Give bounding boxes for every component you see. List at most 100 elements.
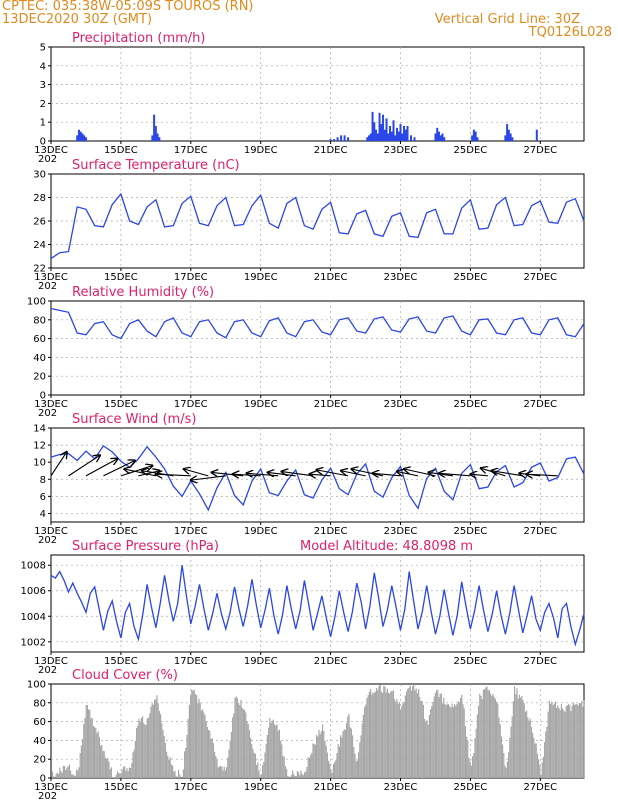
precip-bar <box>399 124 402 141</box>
precip-bar <box>441 133 444 141</box>
cloud-bar <box>187 718 189 778</box>
precip-bar <box>380 124 383 141</box>
cloud-bar <box>226 767 228 778</box>
cloud-ytick-label: 100 <box>27 680 46 691</box>
cloud-bar <box>84 717 86 778</box>
cloud-bar <box>133 749 135 778</box>
cloud-bar <box>162 730 164 778</box>
humidity-xtick-label: 21DEC <box>314 399 348 410</box>
precip-bar <box>343 135 346 141</box>
cloud-bar <box>120 773 122 778</box>
pressure-xtick-label: 15DEC <box>104 656 138 667</box>
cloud-bar <box>190 695 192 778</box>
cloud-bar <box>167 755 169 778</box>
cloud-bar <box>348 713 350 778</box>
cloud-bar <box>378 685 380 778</box>
cloud-bar <box>541 762 543 778</box>
cloud-bar <box>271 720 273 778</box>
cloud-bar <box>199 702 201 778</box>
cloud-bar <box>491 695 493 778</box>
precip-bar <box>154 125 157 141</box>
temperature-ytick-label: 26 <box>33 217 46 228</box>
wind-xtick-label: 19DEC <box>244 526 278 537</box>
cloud-bar <box>280 740 282 778</box>
cloud-bar <box>66 767 68 778</box>
cloud-bar <box>320 731 322 778</box>
temperature-panel: 13DEC 15DEC 17DEC 19DEC 21DEC 23DEC 25DEC 27DEC… <box>33 158 585 292</box>
cloud-bar <box>222 770 224 778</box>
cloud-bar <box>343 729 345 778</box>
temperature-title: Surface Temperature (nC) <box>72 158 240 173</box>
header-grid-note: Vertical Grid Line: 30Z <box>434 12 580 27</box>
humidity-xtick-label: 19DEC <box>244 399 278 410</box>
cloud-bar <box>71 774 73 778</box>
cloud-bar <box>569 705 571 778</box>
cloud-bar <box>258 770 260 778</box>
precip-xtick-label: 15DEC <box>104 145 138 156</box>
cloud-bar <box>384 686 386 778</box>
cloud-bar <box>121 769 123 778</box>
precip-bar <box>409 135 412 141</box>
cloud-bar <box>205 721 207 778</box>
cloud-bar <box>155 699 157 778</box>
pressure-title: Surface Pressure (hPa) <box>72 539 219 554</box>
cloud-xtick-label: 25DEC <box>454 782 488 793</box>
cloud-bar <box>485 687 487 778</box>
cloud-bar <box>304 772 306 778</box>
cloud-bar <box>349 727 351 778</box>
cloud-bar <box>514 685 516 778</box>
temperature-ytick-label: 28 <box>33 193 46 204</box>
cloud-bar <box>184 751 186 778</box>
cloud-bar <box>396 699 398 778</box>
cloud-bar <box>238 703 240 778</box>
precip-bar <box>81 133 84 141</box>
cloud-bar <box>578 702 580 778</box>
cloud-bar <box>140 717 142 778</box>
cloud-bar <box>428 715 430 778</box>
cloud-bar <box>472 756 474 778</box>
cloud-bar <box>524 711 526 778</box>
cloud-bar <box>419 697 421 778</box>
cloud-bar <box>214 751 216 778</box>
cloud-bar <box>364 707 366 778</box>
cloud-bar <box>110 767 112 778</box>
cloud-ytick-label: 20 <box>33 755 46 766</box>
precip-bar <box>340 135 343 141</box>
precip-ytick-label: 1 <box>40 118 46 129</box>
precip-ytick-label: 0 <box>40 137 46 148</box>
cloud-bar <box>496 701 498 778</box>
cloud-bar <box>328 760 330 778</box>
cloud-bar <box>462 704 464 778</box>
wind-arrow <box>439 473 471 476</box>
humidity-xtick-label: 27DEC <box>523 399 557 410</box>
precip-bar <box>333 139 336 141</box>
cloud-bar <box>76 769 78 778</box>
temperature-xtick-label: 19DEC <box>244 272 278 283</box>
cloud-bar <box>581 701 583 778</box>
cloud-bar <box>434 692 436 778</box>
cloud-bar <box>257 762 259 778</box>
precip-bar <box>434 133 437 141</box>
cloud-bar <box>551 701 553 778</box>
cloud-bar <box>394 699 396 778</box>
wind-arrow <box>124 469 156 477</box>
cloud-bar <box>444 704 446 778</box>
wind-arrow <box>491 471 523 477</box>
cloud-bar <box>454 704 456 778</box>
cloud-bar <box>246 720 248 778</box>
wind-xtick-label: 21DEC <box>314 526 348 537</box>
cloud-bar <box>360 735 362 778</box>
cloud-bar <box>497 703 499 778</box>
cloud-bar <box>298 772 300 778</box>
cloud-bar <box>482 690 484 778</box>
cloud-bar <box>582 706 584 778</box>
cloud-bar <box>311 752 313 778</box>
cloud-bar <box>336 753 338 778</box>
cloud-bar <box>335 760 337 778</box>
humidity-ytick-label: 20 <box>33 372 46 383</box>
precip-bar <box>77 129 80 141</box>
cloud-bar <box>488 689 490 778</box>
pressure-series-line <box>50 565 585 647</box>
cloud-bar <box>455 705 457 778</box>
pressure-annotation: Model Altitude: 48.8098 m <box>300 539 473 554</box>
